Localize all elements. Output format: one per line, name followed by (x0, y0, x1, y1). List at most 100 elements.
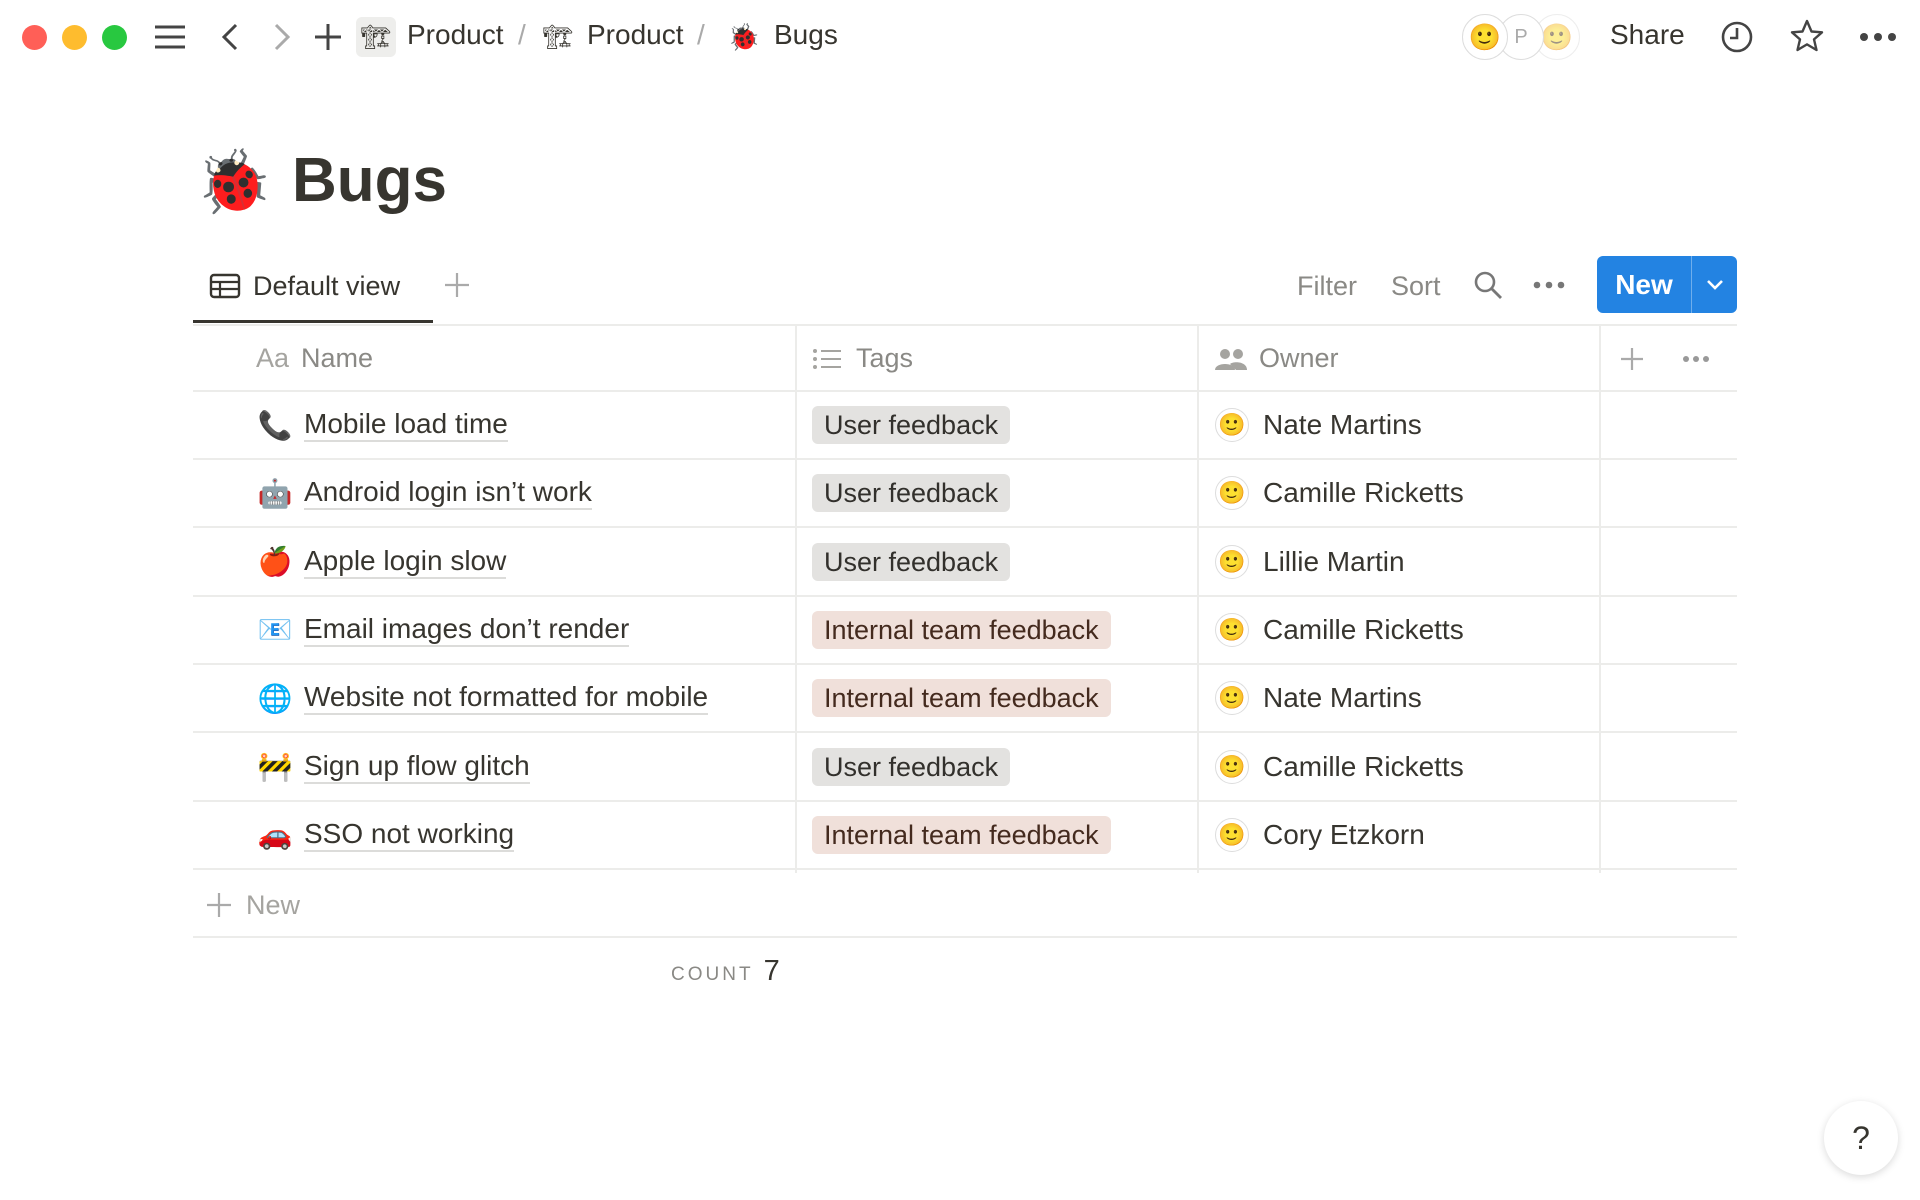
sort-button[interactable]: Sort (1391, 270, 1441, 301)
column-divider (1599, 326, 1601, 873)
add-row-label: New (246, 889, 301, 920)
owner-avatar: 🙂 (1215, 612, 1249, 647)
add-page-icon[interactable] (312, 20, 344, 54)
divider (193, 458, 1737, 460)
table-row[interactable]: 🚗 SSO not working Internal team feedback… (193, 801, 1737, 870)
name-cell[interactable]: 📞 Mobile load time (256, 391, 508, 459)
tag-badge: Internal team feedback (812, 610, 1111, 649)
owner-cell[interactable]: 🙂 Nate Martins (1215, 391, 1422, 459)
divider (193, 936, 1737, 938)
table-row[interactable]: 🌐 Website not formatted for mobile Inter… (193, 664, 1737, 734)
count-label: COUNT (671, 964, 754, 985)
owner-name: Camille Ricketts (1263, 750, 1464, 782)
row-name-link[interactable]: SSO not working (304, 818, 515, 852)
breadcrumb-item-bugs[interactable]: Bugs (774, 19, 838, 50)
breadcrumb-item-product[interactable]: Product (407, 19, 504, 50)
column-header-name[interactable]: Aa Name (256, 326, 373, 391)
table-row[interactable]: 📞 Mobile load time User feedback 🙂 Nate … (193, 391, 1737, 460)
share-button[interactable]: Share (1610, 19, 1685, 50)
search-icon[interactable] (1471, 268, 1505, 302)
name-cell[interactable]: 🤖 Android login isn’t work (256, 459, 592, 527)
owner-name: Nate Martins (1263, 682, 1422, 714)
chevron-down-icon[interactable] (1692, 279, 1737, 291)
divider (193, 390, 1737, 392)
tags-cell[interactable]: Internal team feedback (812, 596, 1111, 664)
owner-avatar: 🙂 (1215, 476, 1249, 511)
table-row[interactable]: 🤖 Android login isn’t work User feedback… (193, 459, 1737, 529)
owner-cell[interactable]: 🙂 Nate Martins (1215, 664, 1422, 732)
clock-icon[interactable] (1719, 19, 1755, 55)
tab-label: Default view (253, 270, 401, 301)
collaborator-avatars[interactable]: 🙂 P 🙂 (1462, 14, 1582, 60)
owner-avatar: 🙂 (1215, 817, 1249, 852)
filter-button[interactable]: Filter (1297, 270, 1357, 301)
more-options-icon[interactable] (1858, 24, 1898, 50)
new-button[interactable]: New (1597, 256, 1737, 313)
owner-name: Lillie Martin (1263, 545, 1405, 577)
row-emoji-icon: 🚧 (257, 751, 293, 782)
name-cell[interactable]: 🚗 SSO not working (256, 801, 515, 869)
row-name-link[interactable]: Email images don’t render (304, 613, 630, 647)
tags-cell[interactable]: User feedback (812, 733, 1011, 801)
forward-arrow-icon[interactable] (268, 20, 296, 54)
breadcrumb-item-product-2[interactable]: Product (587, 19, 684, 50)
row-name-link[interactable]: Apple login slow (304, 545, 507, 579)
tags-cell[interactable]: Internal team feedback (812, 664, 1111, 732)
tags-cell[interactable]: User feedback (812, 391, 1011, 459)
tag-badge: User feedback (812, 747, 1011, 786)
column-header-tags[interactable]: Tags (812, 326, 913, 391)
row-emoji-icon: 🌐 (257, 682, 293, 714)
minimize-window-button[interactable] (62, 25, 87, 50)
help-button[interactable]: ? (1824, 1101, 1898, 1175)
count-aggregation[interactable]: COUNT 7 (671, 955, 780, 988)
divider (193, 799, 1737, 802)
text-type-icon: Aa (256, 343, 290, 373)
add-view-icon[interactable] (442, 270, 472, 300)
divider (193, 324, 1737, 326)
tag-badge: User feedback (812, 474, 1011, 513)
table-row[interactable]: 🚧 Sign up flow glitch User feedback 🙂 Ca… (193, 733, 1737, 802)
row-emoji-icon: 📞 (257, 409, 293, 441)
column-header-owner[interactable]: Owner (1215, 326, 1339, 391)
table-row[interactable]: 🍎 Apple login slow User feedback 🙂 Lilli… (193, 528, 1737, 597)
name-cell[interactable]: 🚧 Sign up flow glitch (256, 733, 530, 801)
divider (193, 594, 1737, 597)
owner-name: Camille Ricketts (1263, 477, 1464, 509)
tags-cell[interactable]: User feedback (812, 459, 1011, 527)
page-title[interactable]: Bugs (292, 146, 447, 215)
add-row-button[interactable]: New (206, 885, 300, 925)
tags-cell[interactable]: User feedback (812, 528, 1011, 596)
row-emoji-icon: 🤖 (257, 477, 293, 509)
owner-cell[interactable]: 🙂 Camille Ricketts (1215, 733, 1464, 801)
column-options-icon[interactable] (1681, 352, 1711, 366)
more-options-icon[interactable] (1532, 278, 1566, 292)
back-arrow-icon[interactable] (216, 20, 244, 54)
owner-cell[interactable]: 🙂 Lillie Martin (1215, 528, 1405, 596)
owner-cell[interactable]: 🙂 Camille Ricketts (1215, 459, 1464, 527)
row-name-link[interactable]: Mobile load time (304, 408, 508, 442)
crane-icon[interactable]: 🏗 (356, 17, 396, 57)
new-button-label: New (1615, 268, 1673, 300)
table-row[interactable]: 📧 Email images don’t render Internal tea… (193, 596, 1737, 665)
menu-icon[interactable] (152, 22, 188, 52)
row-emoji-icon: 🚗 (257, 819, 293, 851)
row-name-link[interactable]: Sign up flow glitch (304, 750, 530, 784)
row-name-link[interactable]: Android login isn’t work (304, 476, 592, 511)
owner-cell[interactable]: 🙂 Camille Ricketts (1215, 596, 1464, 664)
page-icon-ladybug[interactable]: 🐞 (195, 147, 273, 217)
name-cell[interactable]: 📧 Email images don’t render (256, 596, 630, 664)
tag-badge: Internal team feedback (812, 815, 1111, 854)
column-label: Name (301, 343, 374, 373)
name-cell[interactable]: 🍎 Apple login slow (256, 528, 507, 596)
list-icon (813, 348, 841, 369)
row-name-link[interactable]: Website not formatted for mobile (304, 681, 709, 716)
star-icon[interactable] (1789, 18, 1825, 54)
add-property-icon[interactable] (1618, 345, 1646, 373)
maximize-window-button[interactable] (102, 25, 127, 50)
owner-avatar: 🙂 (1215, 749, 1249, 784)
tags-cell[interactable]: Internal team feedback (812, 801, 1111, 869)
owner-cell[interactable]: 🙂 Cory Etzkorn (1215, 801, 1425, 869)
close-window-button[interactable] (22, 25, 47, 50)
tab-default-view[interactable]: Default view (209, 266, 400, 306)
name-cell[interactable]: 🌐 Website not formatted for mobile (256, 664, 709, 732)
